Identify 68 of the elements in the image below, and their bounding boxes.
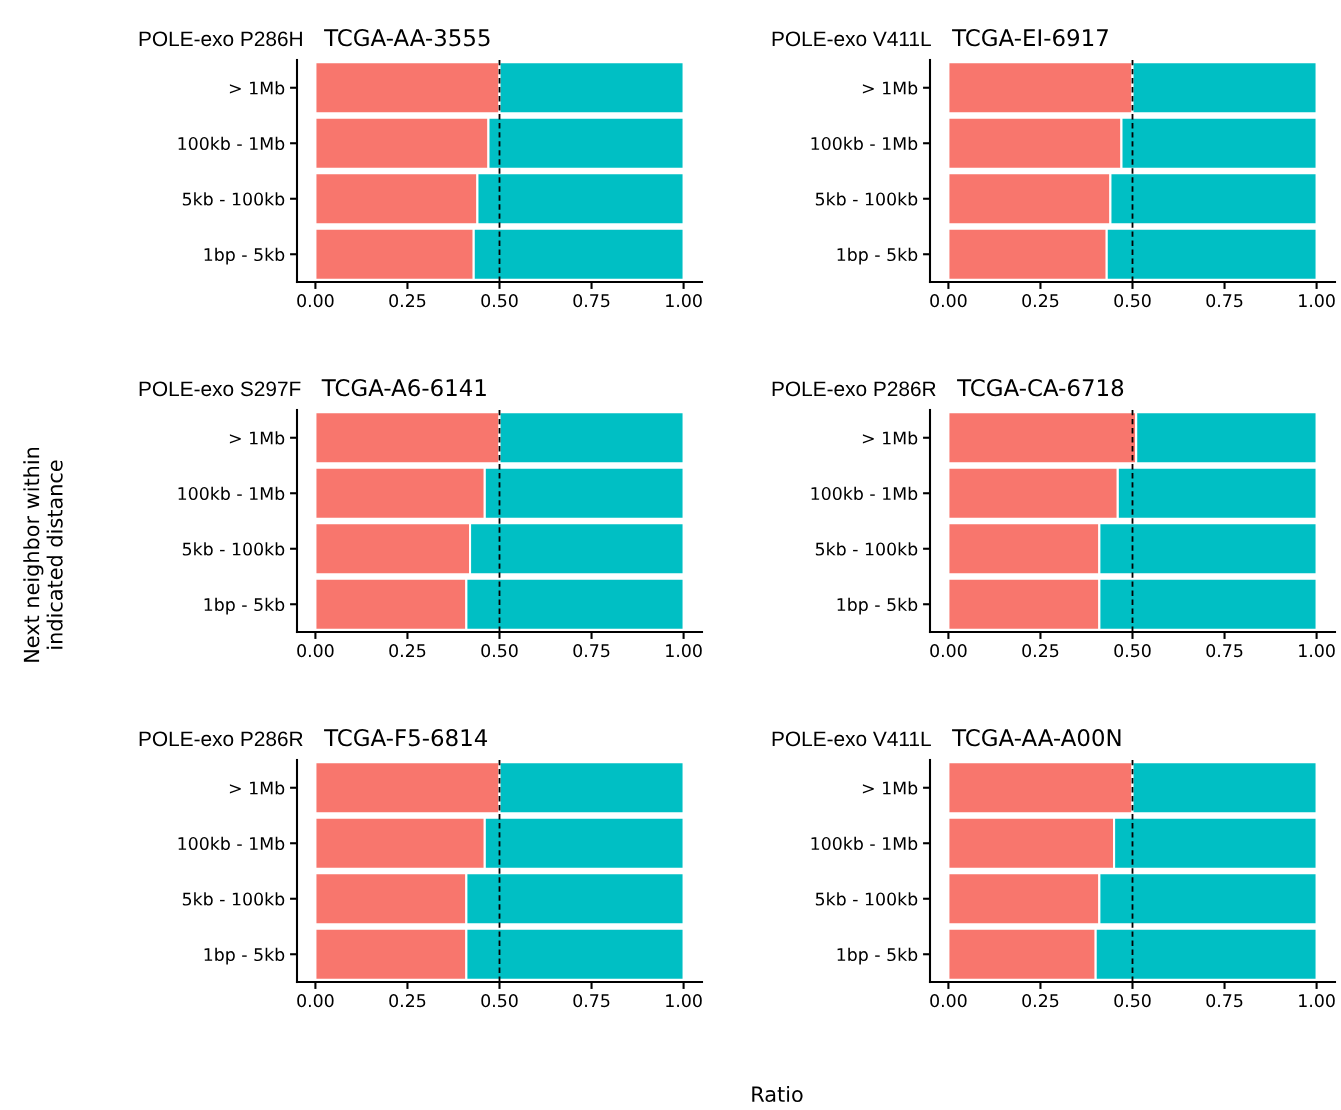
- x-tick-label: 0.25: [389, 294, 426, 308]
- x-tick-label: 0.00: [297, 644, 334, 658]
- x-tick-label: 0.75: [573, 994, 610, 1008]
- y-axis-title: Next neighbor within indicated distance: [23, 447, 63, 662]
- chart-subtitle: TCGA-AA-A00N: [952, 728, 1121, 747]
- x-tick-label: 0.00: [297, 294, 334, 308]
- y-tick-label: 5kb - 100kb: [182, 542, 285, 556]
- y-tick-label: 100kb - 1Mb: [178, 136, 285, 151]
- x-tick-label: 0.00: [930, 994, 967, 1008]
- x-tick-label: 0.25: [389, 644, 426, 658]
- y-tick-label: 1bp - 5kb: [837, 947, 918, 965]
- x-tick-label: 0.00: [297, 994, 334, 1008]
- x-tick-label: 0.50: [1114, 994, 1151, 1008]
- y-tick-label: 5kb - 100kb: [815, 892, 918, 906]
- x-tick-label: 0.75: [1206, 294, 1243, 308]
- y-tick-label: > 1Mb: [229, 431, 285, 445]
- chart-subtitle: TCGA-A6-6141: [321, 378, 486, 397]
- y-tick-label: > 1Mb: [862, 81, 918, 95]
- chart-subtitle: TCGA-EI-6917: [952, 28, 1108, 47]
- y-tick-label: 1bp - 5kb: [204, 947, 285, 965]
- y-tick-label: 1bp - 5kb: [837, 247, 918, 265]
- x-tick-label: 1.00: [1299, 644, 1335, 658]
- y-tick-label: 1bp - 5kb: [837, 597, 918, 615]
- chart-title: POLE-exo P286R: [772, 381, 936, 397]
- x-tick-label: 0.75: [1206, 994, 1243, 1008]
- x-tick-label: 0.50: [481, 994, 518, 1008]
- x-tick-label: 0.00: [930, 294, 967, 308]
- y-tick-label: > 1Mb: [862, 781, 918, 795]
- x-axis-title: Ratio: [752, 1085, 803, 1103]
- y-tick-label: 5kb - 100kb: [182, 892, 285, 906]
- y-tick-label: 5kb - 100kb: [815, 542, 918, 556]
- x-tick-label: 0.25: [1022, 994, 1059, 1008]
- y-tick-label: > 1Mb: [862, 431, 918, 445]
- x-tick-label: 0.75: [573, 294, 610, 308]
- y-tick-label: 5kb - 100kb: [815, 192, 918, 206]
- x-tick-label: 1.00: [666, 644, 702, 658]
- chart-title: POLE-exo P286H: [139, 31, 302, 47]
- chart-subtitle: TCGA-AA-3555: [324, 28, 490, 47]
- chart-title: POLE-exo P286R: [139, 731, 303, 747]
- x-tick-label: 1.00: [666, 294, 702, 308]
- chart-title: POLE-exo V411L: [772, 31, 931, 47]
- chart-subtitle: TCGA-CA-6718: [957, 378, 1124, 397]
- y-tick-label: 100kb - 1Mb: [811, 136, 918, 151]
- y-tick-label: 100kb - 1Mb: [811, 486, 918, 501]
- y-tick-label: 1bp - 5kb: [204, 597, 285, 615]
- x-tick-label: 1.00: [666, 994, 702, 1008]
- y-tick-label: 5kb - 100kb: [182, 192, 285, 206]
- chart-title: POLE-exo V411L: [772, 731, 931, 747]
- x-tick-label: 0.50: [1114, 644, 1151, 658]
- x-tick-label: 0.50: [481, 644, 518, 658]
- x-tick-label: 0.50: [481, 294, 518, 308]
- x-tick-label: 0.50: [1114, 294, 1151, 308]
- x-tick-label: 1.00: [1299, 994, 1335, 1008]
- x-tick-label: 0.00: [930, 644, 967, 658]
- y-tick-label: > 1Mb: [229, 81, 285, 95]
- x-tick-label: 0.75: [573, 644, 610, 658]
- chart-subtitle: TCGA-F5-6814: [324, 728, 488, 747]
- x-tick-label: 0.25: [1022, 644, 1059, 658]
- x-tick-label: 0.75: [1206, 644, 1243, 658]
- x-tick-label: 0.25: [1022, 294, 1059, 308]
- y-tick-label: 100kb - 1Mb: [811, 836, 918, 851]
- y-tick-label: 1bp - 5kb: [204, 247, 285, 265]
- chart-title: POLE-exo S297F: [139, 381, 301, 397]
- x-tick-label: 0.25: [389, 994, 426, 1008]
- y-tick-label: 100kb - 1Mb: [178, 486, 285, 501]
- y-tick-label: 100kb - 1Mb: [178, 836, 285, 851]
- x-tick-label: 1.00: [1299, 294, 1335, 308]
- y-tick-label: > 1Mb: [229, 781, 285, 795]
